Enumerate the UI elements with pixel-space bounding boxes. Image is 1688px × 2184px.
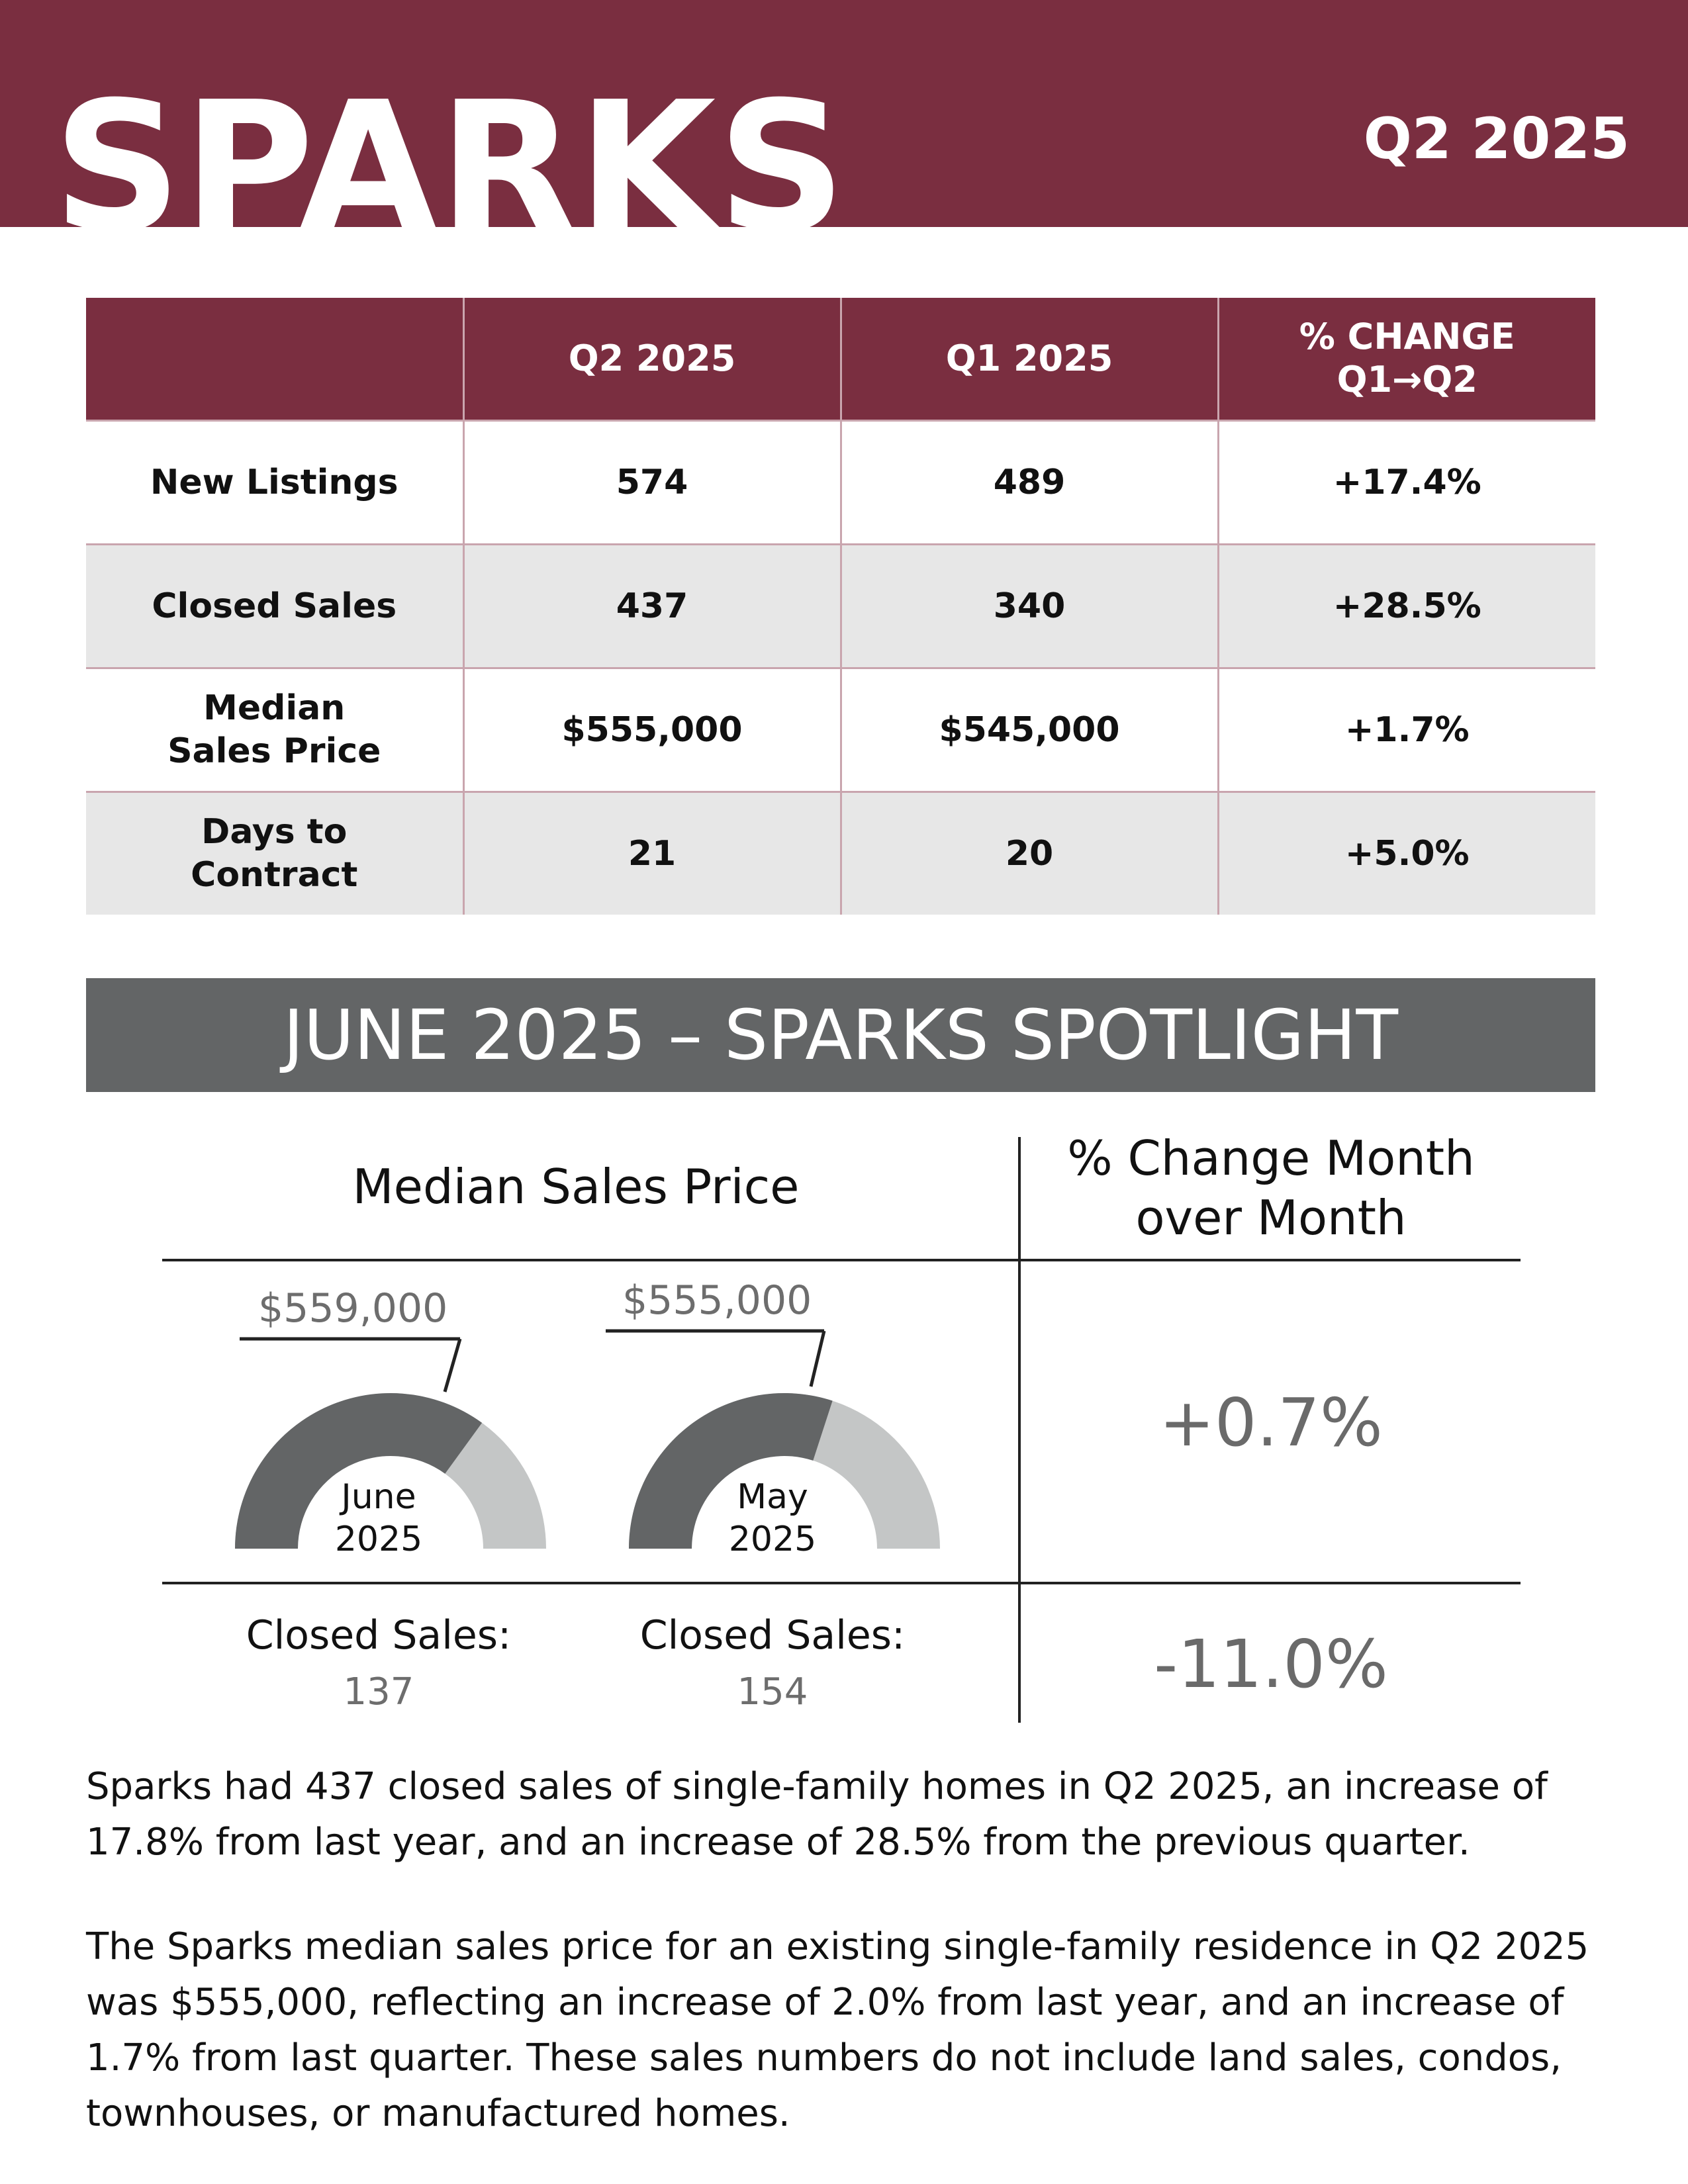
gauge-fill <box>235 1393 483 1549</box>
month-name: May <box>737 1477 808 1517</box>
gauge-fill <box>629 1393 833 1549</box>
change-value: +5.0% <box>1218 791 1595 915</box>
change-value: +1.7% <box>1218 667 1595 792</box>
q1-value: $545,000 <box>841 667 1219 792</box>
quarter-label: Q2 2025 <box>1363 106 1630 172</box>
divider-line <box>1018 1137 1021 1723</box>
sales-change-value: -11.0% <box>1154 1625 1388 1703</box>
table-row: Median Sales Price $555,000 $545,000 +1.… <box>86 667 1595 792</box>
change-value: +17.4% <box>1218 420 1595 545</box>
june-closed-value: 137 <box>343 1670 414 1713</box>
summary-paragraph-2: The Sparks median sales price for an exi… <box>86 1925 1589 2135</box>
month-year: 2025 <box>728 1520 817 1559</box>
table-row: New Listings 574 489 +17.4% <box>86 420 1595 545</box>
q1-value: 340 <box>841 543 1219 668</box>
divider-line <box>162 1582 1521 1584</box>
month-name: June <box>341 1477 416 1517</box>
table-row: Days to Contract 21 20 +5.0% <box>86 791 1595 915</box>
divider-line <box>162 1259 1521 1261</box>
table-header-row: Q2 2025 Q1 2025 % CHANGE Q1→Q2 <box>86 298 1595 421</box>
gauge-may <box>606 1329 940 1549</box>
quarterly-stats-table: Q2 2025 Q1 2025 % CHANGE Q1→Q2 New Listi… <box>86 298 1595 915</box>
may-price: $555,000 <box>622 1277 812 1324</box>
may-month-label: May 2025 <box>680 1476 865 1561</box>
june-month-label: June 2025 <box>286 1476 471 1561</box>
q2-value: 574 <box>463 420 842 545</box>
median-price-heading: Median Sales Price <box>352 1159 800 1214</box>
q1-value: 20 <box>841 791 1219 915</box>
column-header-blank <box>86 298 465 421</box>
june-price: $559,000 <box>258 1285 448 1332</box>
row-label: Closed Sales <box>86 543 465 668</box>
column-header-q1: Q1 2025 <box>841 298 1219 421</box>
row-label: New Listings <box>86 420 465 545</box>
may-closed-value: 154 <box>737 1670 808 1713</box>
spotlight-title-bar: JUNE 2025 – SPARKS SPOTLIGHT <box>86 978 1595 1092</box>
change-value: +28.5% <box>1218 543 1595 668</box>
header-banner: SPARKS Q2 2025 <box>0 0 1688 227</box>
q2-value: 21 <box>463 791 842 915</box>
city-title: SPARKS <box>53 63 848 228</box>
june-closed-label: Closed Sales: <box>246 1612 512 1659</box>
price-callout-pointer <box>809 1330 826 1387</box>
column-header-q2: Q2 2025 <box>463 298 842 421</box>
column-header-change: % CHANGE Q1→Q2 <box>1218 298 1595 421</box>
q1-value: 489 <box>841 420 1219 545</box>
q2-value: $555,000 <box>463 667 842 792</box>
price-callout-pointer <box>443 1338 462 1392</box>
price-change-value: +0.7% <box>1159 1384 1383 1461</box>
month-year: 2025 <box>334 1520 423 1559</box>
summary-paragraph-1: Sparks had 437 closed sales of single-fa… <box>86 1765 1548 1864</box>
row-label: Median Sales Price <box>86 667 465 792</box>
change-heading: % Change Month over Month <box>1067 1130 1475 1246</box>
gauge-june <box>235 1337 546 1549</box>
table-row: Closed Sales 437 340 +28.5% <box>86 543 1595 668</box>
may-closed-label: Closed Sales: <box>639 1612 906 1659</box>
q2-value: 437 <box>463 543 842 668</box>
row-label: Days to Contract <box>86 791 465 915</box>
